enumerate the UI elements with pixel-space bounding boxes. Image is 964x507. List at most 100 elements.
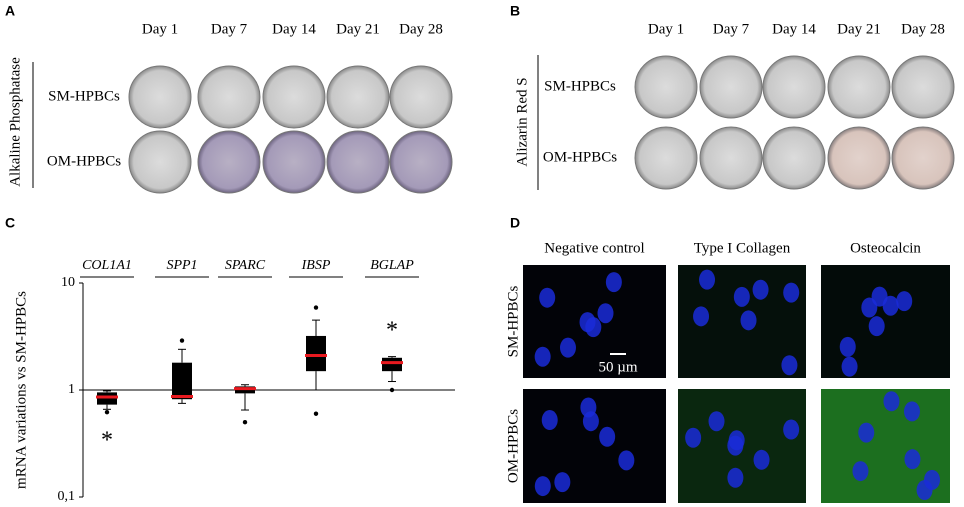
category-label: COL1A1 [82, 258, 132, 273]
box [172, 362, 192, 400]
culture-plate [128, 130, 192, 194]
row-label: OM-HPBCs [505, 409, 521, 483]
day-label: Day 14 [272, 21, 316, 37]
category-label: IBSP [301, 258, 331, 273]
day-label: Day 7 [211, 21, 248, 37]
box [306, 335, 326, 372]
day-label: Day 7 [713, 21, 750, 37]
nucleus [858, 422, 875, 443]
culture-plate [634, 55, 698, 119]
micrograph [821, 265, 950, 378]
nucleus [841, 356, 858, 377]
culture-plate [326, 65, 390, 129]
side-label: Alizarin Red S [514, 77, 530, 166]
panel-letter: B [510, 3, 520, 19]
culture-plate [197, 65, 261, 129]
nucleus [882, 295, 899, 316]
y-tick-label: 0,1 [58, 489, 76, 504]
day-label: Day 1 [648, 21, 684, 37]
culture-plate [827, 126, 891, 190]
day-label: Day 21 [336, 21, 380, 37]
outlier [242, 420, 248, 425]
panel-letter: C [5, 215, 15, 231]
nucleus [904, 449, 921, 470]
nucleus [699, 269, 716, 290]
significance-mark: * [386, 318, 398, 344]
nucleus [685, 427, 702, 448]
nucleus [541, 410, 558, 431]
day-label: Day 1 [142, 21, 178, 37]
column-label: Osteocalcin [850, 240, 921, 256]
nucleus [534, 346, 551, 367]
day-label: Day 14 [772, 21, 816, 37]
nucleus [559, 337, 576, 358]
nucleus [868, 316, 885, 337]
nucleus [599, 426, 616, 447]
category-label: SPARC [225, 258, 266, 273]
culture-plate [762, 126, 826, 190]
day-label: Day 28 [901, 21, 945, 37]
nucleus [903, 401, 920, 422]
significance-mark: * [101, 428, 113, 454]
nucleus [728, 430, 745, 451]
nucleus [579, 312, 596, 333]
nucleus [839, 336, 856, 357]
nucleus [597, 303, 614, 324]
column-label: Type I Collagen [694, 240, 791, 256]
nucleus [605, 272, 622, 293]
nucleus [753, 449, 770, 470]
side-label: Alkaline Phosphatase [7, 57, 23, 187]
nucleus [924, 469, 941, 490]
culture-plate [762, 55, 826, 119]
box [382, 357, 402, 372]
day-label: Day 21 [837, 21, 881, 37]
culture-plate [634, 126, 698, 190]
culture-plate [389, 130, 453, 194]
panel-letter: D [510, 215, 520, 231]
y-tick-label: 10 [61, 275, 75, 290]
row-label: SM-HPBCs [544, 78, 616, 94]
nucleus [852, 461, 869, 482]
nucleus [708, 411, 725, 432]
culture-plate [891, 55, 955, 119]
nucleus [861, 297, 878, 318]
nucleus [733, 286, 750, 307]
nucleus [883, 391, 900, 412]
scale-bar-label: 50 µm [598, 359, 637, 375]
culture-plate [699, 55, 763, 119]
nucleus [539, 287, 556, 308]
outlier [179, 338, 185, 343]
outlier [313, 305, 319, 310]
row-label: SM-HPBCs [505, 285, 521, 357]
culture-plate [389, 65, 453, 129]
nucleus [752, 279, 769, 300]
culture-plate [326, 130, 390, 194]
culture-plate [197, 130, 261, 194]
culture-plate [262, 65, 326, 129]
outlier [104, 410, 110, 415]
outlier [313, 411, 319, 416]
nucleus [783, 282, 800, 303]
nucleus [580, 397, 597, 418]
panel-letter: A [5, 3, 15, 19]
nucleus [534, 476, 551, 497]
culture-plate [891, 126, 955, 190]
outlier [389, 387, 395, 393]
day-label: Day 28 [399, 21, 443, 37]
y-axis-label: mRNA variations vs SM-HPBCs [13, 291, 29, 489]
category-label: BGLAP [370, 258, 414, 273]
y-tick-label: 1 [68, 382, 75, 397]
nucleus [554, 472, 571, 493]
row-label: SM-HPBCs [48, 88, 120, 104]
column-label: Negative control [544, 240, 644, 256]
nucleus [693, 306, 710, 327]
nucleus [618, 450, 635, 471]
nucleus [783, 419, 800, 440]
row-label: OM-HPBCs [543, 149, 617, 165]
culture-plate [827, 55, 891, 119]
culture-plate [699, 126, 763, 190]
green-stain [821, 265, 950, 378]
row-label: OM-HPBCs [47, 153, 121, 169]
nucleus [781, 355, 798, 376]
